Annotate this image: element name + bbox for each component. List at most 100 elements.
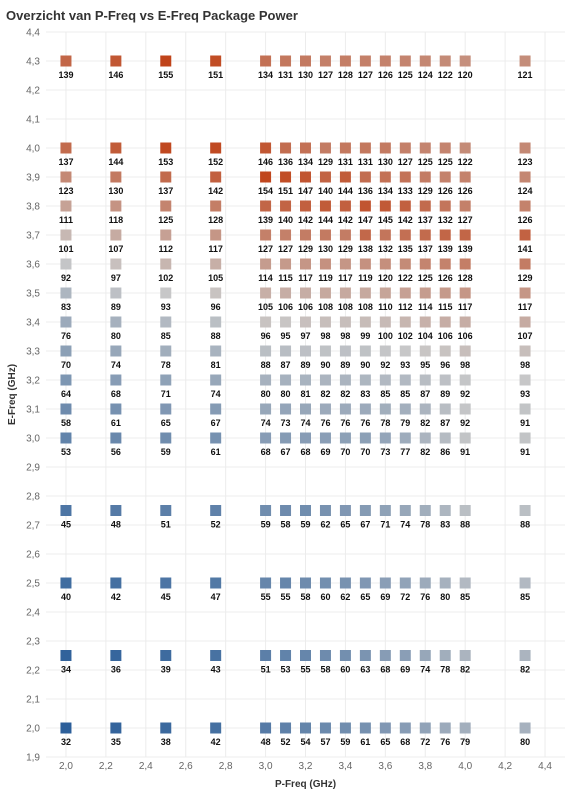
chart-title: Overzicht van P-Freq vs E-Freq Package P… [6,8,298,23]
heatmap-cell [399,55,411,67]
y-tick-label: 3,2 [26,376,40,387]
heatmap-cell [419,722,431,734]
cell-value-label: 95 [420,360,430,370]
cell-value-label: 92 [460,389,470,399]
x-tick-label: 3,8 [418,761,432,772]
cell-value-label: 67 [360,520,370,530]
cell-value-label: 88 [460,520,470,530]
cell-value-label: 129 [418,186,433,196]
heatmap-cell [419,287,431,299]
heatmap-cell [399,650,411,661]
cell-value-label: 117 [298,273,313,283]
cell-value-label: 76 [340,418,350,428]
heatmap-cell [110,200,122,212]
heatmap-cell [260,171,272,183]
heatmap-cell [300,577,311,589]
heatmap-cell [419,55,431,67]
cell-value-label: 82 [420,447,430,457]
cell-value-label: 137 [418,244,433,254]
y-tick-label: 4,3 [26,57,40,68]
heatmap-cell [399,229,411,241]
y-tick-label: 1,9 [26,753,40,764]
heatmap-cell [459,316,471,328]
heatmap-cell [459,374,471,386]
heatmap-cell [439,374,451,386]
heatmap-cell [160,432,172,444]
cell-value-label: 61 [211,447,221,457]
cell-value-label: 130 [378,157,393,167]
cell-value-label: 58 [281,520,291,530]
heatmap-cell [459,142,471,154]
heatmap-cell [260,432,272,444]
cell-value-label: 114 [258,273,273,283]
heatmap-cell [419,316,431,328]
heatmap-cell [260,287,272,299]
cell-value-label: 95 [281,331,291,341]
cell-value-label: 107 [518,331,533,341]
cell-value-label: 83 [61,302,71,312]
heatmap-cell [110,374,122,386]
heatmap-cell [280,577,292,589]
cell-value-label: 53 [61,447,71,457]
heatmap-cell [300,316,311,328]
heatmap-cell [379,258,391,270]
cell-value-label: 134 [298,157,313,167]
heatmap-cell [519,432,531,444]
cell-value-label: 131 [338,157,353,167]
heatmap-cell [419,142,431,154]
cell-value-label: 85 [460,592,470,602]
cell-value-label: 85 [400,389,410,399]
heatmap-cell [160,55,172,67]
cell-value-label: 117 [458,302,473,312]
cell-value-label: 91 [460,447,470,457]
cell-value-label: 74 [111,360,121,370]
heatmap-cell [160,142,172,154]
cell-value-label: 90 [360,360,370,370]
heatmap-cell [280,345,292,357]
heatmap-cell [319,345,331,357]
heatmap-cell [280,171,292,183]
cell-value-label: 129 [518,273,533,283]
y-tick-label: 3,3 [26,347,40,358]
cell-value-label: 151 [208,70,223,80]
cell-value-label: 147 [358,215,373,225]
heatmap-cell [459,403,471,415]
heatmap-cell [319,142,331,154]
heatmap-cell [280,142,292,154]
heatmap-cell [210,171,222,183]
cell-value-label: 91 [520,447,530,457]
heatmap-cell [319,650,331,661]
heatmap-cell [319,287,331,299]
cell-value-label: 98 [320,331,330,341]
cell-value-label: 129 [318,157,333,167]
cell-value-label: 69 [400,665,410,675]
heatmap-cell [319,432,331,444]
heatmap-cell [519,55,531,67]
heatmap-cell [339,287,351,299]
cell-value-label: 78 [161,360,171,370]
heatmap-cell [379,171,391,183]
cell-value-label: 63 [360,665,370,675]
heatmap-cell [459,171,471,183]
heatmap-cell [359,200,371,212]
heatmap-cell [110,577,122,589]
y-tick-label: 4,1 [26,115,40,126]
heatmap-cell [300,432,311,444]
cell-value-label: 69 [380,592,390,602]
cell-value-label: 48 [111,520,121,530]
y-tick-label: 3,0 [26,434,40,445]
heatmap-cell [339,316,351,328]
y-tick-label: 4,0 [26,144,40,155]
heatmap-cell [439,55,451,67]
heatmap-cell [110,55,122,67]
cell-value-label: 82 [460,665,470,675]
cell-value-label: 130 [108,186,123,196]
y-tick-label: 2,1 [26,695,40,706]
cell-value-label: 40 [61,592,71,602]
cell-value-label: 137 [58,157,73,167]
cell-value-label: 55 [300,665,310,675]
heatmap-cell [319,171,331,183]
cell-value-label: 153 [158,157,173,167]
heatmap-cell [300,142,311,154]
heatmap-cell [319,316,331,328]
